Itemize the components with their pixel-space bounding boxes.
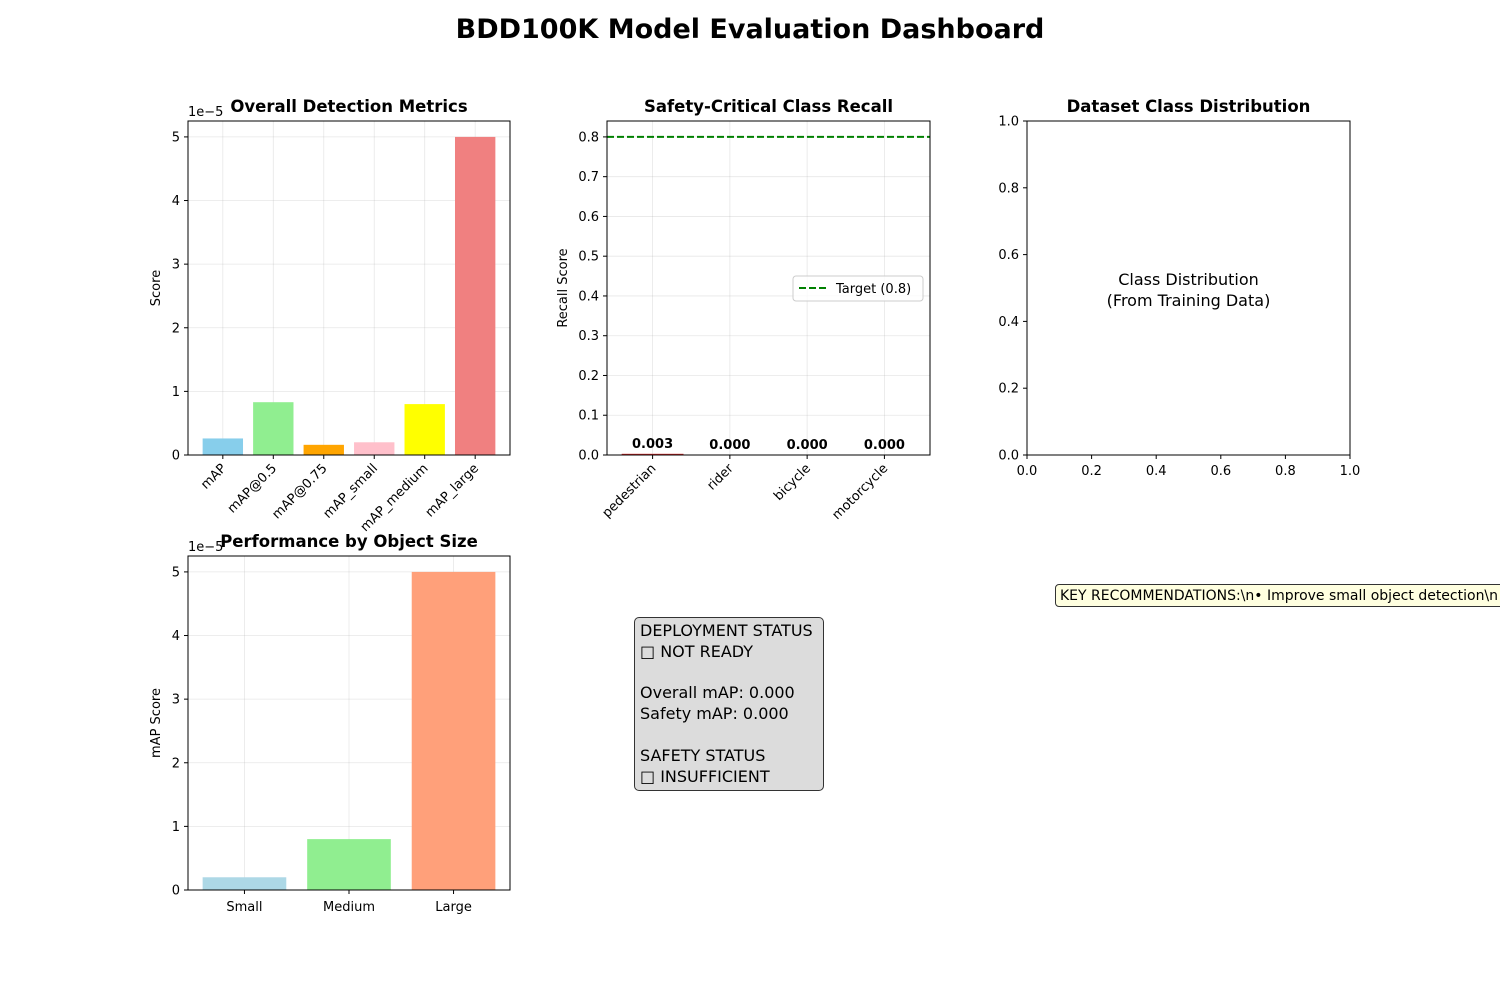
bar bbox=[411, 571, 496, 890]
bar bbox=[354, 442, 395, 455]
status-line bbox=[640, 663, 818, 684]
x-tick-label: rider bbox=[704, 461, 737, 494]
x-tick-label: Large bbox=[435, 900, 472, 915]
bar bbox=[454, 136, 496, 455]
status-line: SAFETY STATUS bbox=[640, 745, 766, 765]
y-tick-label: 0.6 bbox=[998, 248, 1019, 263]
y-tick-label: 1.0 bbox=[998, 115, 1019, 130]
y-tick-label: 0.4 bbox=[578, 289, 599, 304]
placeholder-text: (From Training Data) bbox=[1107, 291, 1271, 310]
axis-offset-label: 1e−5 bbox=[188, 540, 223, 555]
y-axis-label: Score bbox=[149, 270, 164, 306]
y-axis-label: mAP Score bbox=[149, 688, 164, 758]
status-line: □ NOT READY bbox=[640, 641, 754, 661]
x-tick-label: 0.2 bbox=[1081, 464, 1102, 479]
bar bbox=[202, 877, 287, 890]
data-label: 0.000 bbox=[864, 438, 905, 453]
y-tick-label: 0 bbox=[172, 449, 180, 464]
recommendations-box: KEY RECOMMENDATIONS:\n• Improve small ob… bbox=[1055, 584, 1500, 607]
x-tick-label: 0.0 bbox=[1017, 464, 1038, 479]
y-tick-label: 4 bbox=[172, 194, 180, 209]
bar bbox=[307, 839, 391, 890]
y-tick-label: 0.4 bbox=[998, 315, 1019, 330]
plot-frame bbox=[187, 120, 511, 456]
data-label: 0.000 bbox=[709, 438, 750, 453]
plot-frame bbox=[606, 120, 931, 456]
y-axis-label: Recall Score bbox=[556, 248, 571, 327]
plot-frame bbox=[1026, 120, 1351, 456]
y-tick-label: 0.2 bbox=[998, 382, 1019, 397]
status-line bbox=[640, 725, 818, 746]
deployment-status-box: DEPLOYMENT STATUS □ NOT READY Overall mA… bbox=[634, 617, 824, 791]
bar bbox=[404, 404, 445, 455]
x-tick-label: pedestrian bbox=[600, 461, 660, 521]
dashboard-title: BDD100K Model Evaluation Dashboard bbox=[455, 14, 1045, 45]
chart-title: Performance by Object Size bbox=[220, 532, 478, 551]
y-tick-label: 3 bbox=[172, 693, 180, 708]
x-tick-label: 0.8 bbox=[1275, 464, 1296, 479]
y-tick-label: 0.8 bbox=[998, 181, 1019, 196]
y-tick-label: 0.1 bbox=[578, 409, 599, 424]
x-tick-label: mAP bbox=[198, 461, 230, 493]
status-line: Safety mAP: 0.000 bbox=[640, 704, 789, 724]
status-line: DEPLOYMENT STATUS bbox=[640, 621, 813, 640]
y-tick-label: 2 bbox=[172, 756, 180, 771]
x-tick-label: 1.0 bbox=[1340, 464, 1361, 479]
status-line: Overall mAP: 0.000 bbox=[640, 683, 795, 703]
y-tick-label: 3 bbox=[172, 258, 180, 273]
y-tick-label: 0.2 bbox=[578, 369, 599, 384]
axis-offset-label: 1e−5 bbox=[188, 105, 223, 120]
x-tick-label: bicycle bbox=[771, 461, 814, 504]
x-tick-label: motorcycle bbox=[829, 461, 891, 523]
x-tick-label: Small bbox=[226, 900, 262, 915]
y-tick-label: 2 bbox=[172, 321, 180, 336]
y-tick-label: 0.6 bbox=[578, 210, 599, 225]
y-tick-label: 4 bbox=[172, 629, 180, 644]
y-tick-label: 0.3 bbox=[578, 329, 599, 344]
y-tick-label: 0.8 bbox=[578, 130, 599, 145]
placeholder-text: Class Distribution bbox=[1118, 270, 1259, 289]
x-tick-label: 0.4 bbox=[1146, 464, 1167, 479]
chart-title: Safety-Critical Class Recall bbox=[644, 97, 893, 116]
y-tick-label: 0 bbox=[172, 884, 180, 899]
data-label: 0.000 bbox=[787, 438, 828, 453]
y-tick-label: 5 bbox=[172, 130, 180, 145]
chart-title: Overall Detection Metrics bbox=[230, 97, 467, 116]
y-tick-label: 5 bbox=[172, 565, 180, 580]
y-tick-label: 0.0 bbox=[578, 449, 599, 464]
bar bbox=[253, 402, 294, 455]
y-tick-label: 1 bbox=[172, 820, 180, 835]
bar bbox=[202, 438, 244, 455]
y-tick-label: 0.7 bbox=[578, 170, 599, 185]
legend-label: Target (0.8) bbox=[835, 282, 911, 297]
legend-box bbox=[792, 275, 924, 302]
chart-title: Dataset Class Distribution bbox=[1067, 97, 1311, 116]
x-tick-label: Medium bbox=[323, 900, 375, 915]
x-tick-label: mAP_large bbox=[423, 461, 482, 520]
x-tick-label: 0.6 bbox=[1210, 464, 1231, 479]
bar bbox=[303, 444, 344, 455]
y-tick-label: 1 bbox=[172, 385, 180, 400]
bar bbox=[621, 453, 684, 455]
y-tick-label: 0.0 bbox=[998, 449, 1019, 464]
status-line: □ INSUFFICIENT bbox=[640, 766, 770, 786]
data-label: 0.003 bbox=[632, 437, 673, 452]
y-tick-label: 0.5 bbox=[578, 250, 599, 265]
